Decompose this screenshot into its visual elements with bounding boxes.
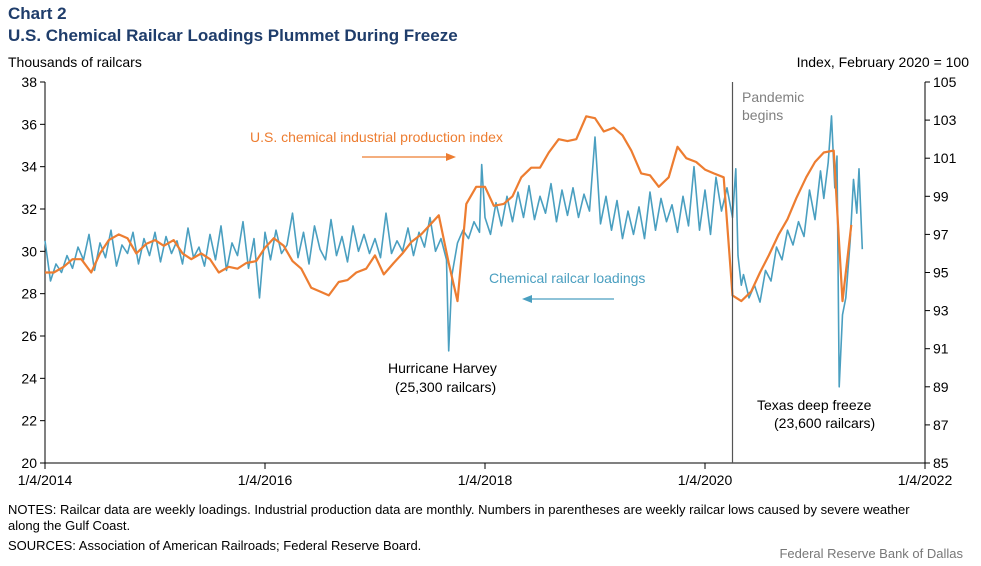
y-right-tick-label: 105	[933, 74, 957, 90]
x-tick-label: 1/4/2018	[458, 472, 513, 488]
x-tick-label: 1/4/2020	[678, 472, 733, 488]
y-right-tick-label: 97	[933, 226, 949, 242]
y-right-tick-label: 91	[933, 341, 949, 357]
production-arrow-head	[446, 153, 456, 161]
freeze-label-line2: (23,600 railcars)	[774, 415, 875, 431]
production-label: U.S. chemical industrial production inde…	[250, 129, 503, 145]
x-tick-label: 1/4/2016	[238, 472, 293, 488]
railcar-arrow-head	[522, 295, 532, 303]
railcar-label: Chemical railcar loadings	[489, 270, 645, 286]
x-tick-label: 1/4/2014	[18, 472, 73, 488]
chart-sources: SOURCES: Association of American Railroa…	[8, 538, 422, 553]
harvey-label-line2: (25,300 railcars)	[395, 379, 496, 395]
y-right-tick-label: 87	[933, 417, 949, 433]
freeze-label: Texas deep freeze	[757, 397, 872, 413]
y-left-tick-label: 32	[21, 201, 37, 217]
left-axis-label: Thousands of railcars	[8, 54, 142, 70]
chart-kicker: Chart 2	[8, 4, 67, 23]
y-right-tick-label: 93	[933, 303, 949, 319]
pandemic-label-line2: begins	[742, 107, 783, 123]
y-left-tick-label: 22	[21, 413, 37, 429]
series-production-index	[45, 115, 853, 303]
y-right-tick-label: 85	[933, 455, 949, 471]
y-left-tick-label: 20	[21, 455, 37, 471]
chart-axes: 20 22 24 26 28 30 32 34 36 38 85 87 89 91 93 95 97 99 101 1…	[18, 74, 957, 488]
right-axis-label: Index, February 2020 = 100	[796, 54, 969, 70]
railcar-line	[44, 115, 864, 388]
chart-credit: Federal Reserve Bank of Dallas	[779, 546, 963, 561]
y-right-tick-label: 101	[933, 150, 957, 166]
series-railcar-loadings	[44, 115, 864, 388]
y-left-tick-label: 34	[21, 159, 37, 175]
y-left-tick-label: 38	[21, 74, 37, 90]
chart-title: U.S. Chemical Railcar Loadings Plummet D…	[8, 26, 458, 45]
y-right-tick-label: 103	[933, 112, 957, 128]
y-right-tick-label: 89	[933, 379, 949, 395]
y-left-tick-label: 24	[21, 370, 37, 386]
y-right-tick-label: 95	[933, 265, 949, 281]
y-left-tick-label: 36	[21, 116, 37, 132]
harvey-label: Hurricane Harvey	[388, 360, 497, 376]
chart-notes: NOTES: Railcar data are weekly loadings.…	[8, 502, 910, 533]
production-line	[45, 115, 853, 303]
y-left-tick-label: 30	[21, 243, 37, 259]
y-left-tick-label: 28	[21, 286, 37, 302]
x-tick-label: 1/4/2022	[898, 472, 953, 488]
chart-annotations: Pandemic begins U.S. chemical industrial…	[250, 82, 875, 463]
y-left-tick-label: 26	[21, 328, 37, 344]
pandemic-label: Pandemic	[742, 89, 804, 105]
y-right-tick-label: 99	[933, 188, 949, 204]
